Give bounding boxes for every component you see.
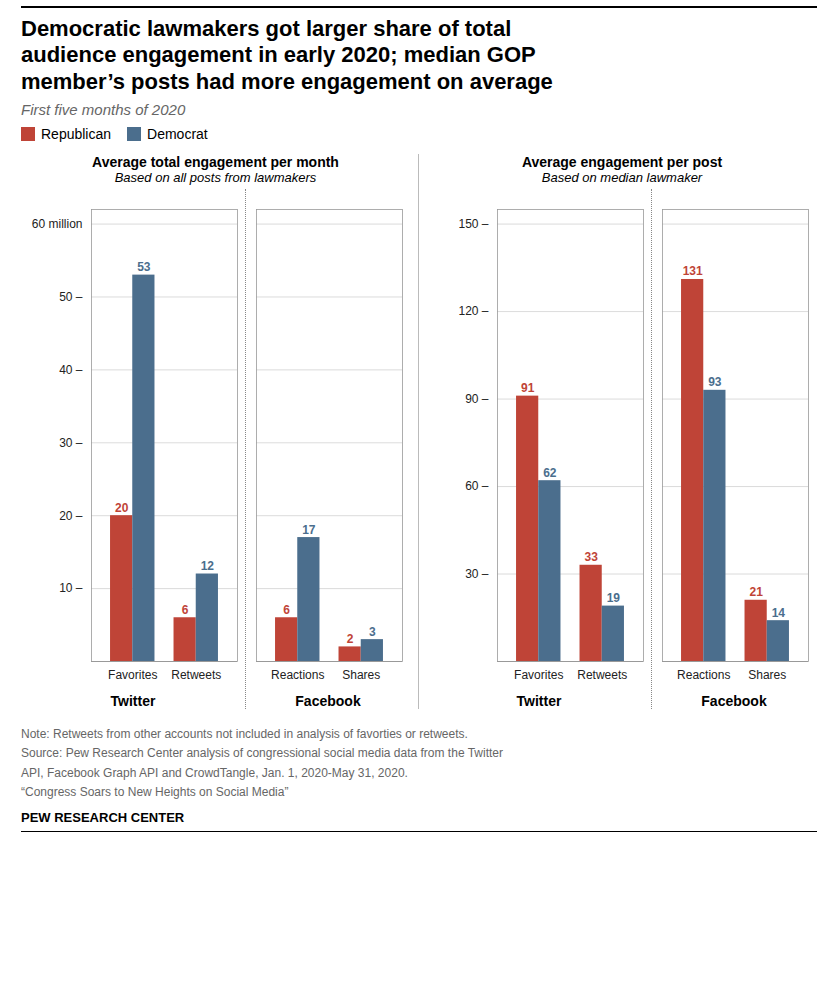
html-text:Republican: Republican <box>41 126 112 143</box>
svg-text:50 –: 50 – <box>59 290 83 304</box>
svg-text:Shares: Shares <box>748 668 786 682</box>
html-text:Average total engagement per m: Average total engagement per month <box>92 154 339 171</box>
svg-text:3: 3 <box>369 625 376 639</box>
svg-text:62: 62 <box>543 466 557 480</box>
html-text:Facebook: Facebook <box>701 693 767 710</box>
html-text:Based on all posts from lawmak: Based on all posts from lawmakers <box>114 170 317 186</box>
svg-text:Reactions: Reactions <box>271 668 324 682</box>
svg-text:21: 21 <box>749 585 763 599</box>
svg-text:60 –: 60 – <box>465 480 489 494</box>
svg-text:33: 33 <box>584 550 598 564</box>
svg-text:90 –: 90 – <box>465 392 489 406</box>
svg-text:20: 20 <box>115 501 129 515</box>
svg-text:20 –: 20 – <box>59 509 83 523</box>
svg-text:53: 53 <box>137 260 151 274</box>
svg-text:60 million: 60 million <box>32 217 83 231</box>
svg-text:131: 131 <box>683 265 703 279</box>
svg-text:40 –: 40 – <box>59 363 83 377</box>
html-text:First five months of 2020: First five months of 2020 <box>21 101 186 119</box>
svg-text:10 –: 10 – <box>59 582 83 596</box>
svg-text:120 –: 120 – <box>458 305 488 319</box>
html-text:Democratic lawmakers got large: Democratic lawmakers got larger share of… <box>21 16 553 94</box>
svg-text:150 –: 150 – <box>458 217 488 231</box>
svg-text:Retweets: Retweets <box>577 668 627 682</box>
svg-text:Shares: Shares <box>342 668 380 682</box>
html-text:Facebook: Facebook <box>295 693 361 710</box>
svg-text:Favorites: Favorites <box>514 668 563 682</box>
svg-text:17: 17 <box>302 523 316 537</box>
svg-text:Reactions: Reactions <box>677 668 730 682</box>
svg-text:19: 19 <box>607 591 621 605</box>
svg-text:6: 6 <box>283 603 290 617</box>
html-text:Democrat: Democrat <box>147 126 208 143</box>
html-text:Average engagement per post: Average engagement per post <box>521 154 723 171</box>
svg-text:14: 14 <box>772 606 786 620</box>
html-text:Based on median lawmaker: Based on median lawmaker <box>541 170 703 186</box>
svg-text:Favorites: Favorites <box>108 668 157 682</box>
html-text:PEW RESEARCH CENTER: PEW RESEARCH CENTER <box>21 809 185 825</box>
html-text:Note: Retweets from other acco: Note: Retweets from other accounts not i… <box>21 727 503 799</box>
svg-text:Retweets: Retweets <box>171 668 221 682</box>
svg-text:6: 6 <box>182 603 189 617</box>
html-text:Twitter: Twitter <box>110 693 156 710</box>
svg-text:30 –: 30 – <box>59 436 83 450</box>
html-text:Twitter: Twitter <box>516 693 562 710</box>
svg-text:93: 93 <box>708 375 722 389</box>
svg-text:12: 12 <box>201 559 215 573</box>
svg-text:30 –: 30 – <box>465 567 489 581</box>
svg-text:2: 2 <box>347 632 354 646</box>
svg-text:91: 91 <box>521 381 535 395</box>
